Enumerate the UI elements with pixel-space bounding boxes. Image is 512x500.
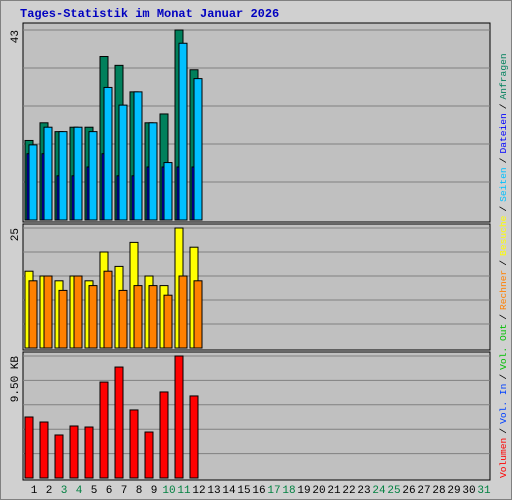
- bar: [88, 285, 98, 349]
- x-tick-label: 21: [327, 485, 341, 497]
- x-tick-label: 4: [76, 485, 83, 497]
- legend-entry: Vol. In: [498, 384, 509, 424]
- x-tick-label: 15: [237, 485, 250, 497]
- x-tick-label: 6: [106, 485, 113, 497]
- y-tick-label: 43: [10, 30, 22, 43]
- x-tick-label: 14: [222, 485, 236, 497]
- x-tick-label: 5: [91, 485, 98, 497]
- x-tick-label: 29: [447, 485, 460, 497]
- y-tick-label: 25: [10, 228, 22, 241]
- bar: [189, 395, 199, 479]
- bar: [144, 431, 154, 479]
- bar: [129, 409, 139, 479]
- bar: [43, 275, 53, 349]
- x-tick-label: 2: [46, 485, 53, 497]
- bar: [28, 280, 38, 349]
- bar: [148, 285, 158, 349]
- x-tick-label: 27: [417, 485, 430, 497]
- x-tick-label: 19: [297, 485, 310, 497]
- bar: [99, 381, 109, 479]
- bar: [163, 162, 173, 221]
- bar: [28, 144, 38, 221]
- x-tick-label: 9: [151, 485, 158, 497]
- x-tick-label: 13: [207, 485, 220, 497]
- y-tick-label: 9.50 KB: [10, 356, 22, 403]
- x-tick-label: 3: [61, 485, 68, 497]
- x-tick-label: 12: [192, 485, 205, 497]
- x-tick-label: 1: [31, 485, 38, 497]
- legend-separator: /: [498, 314, 509, 320]
- legend-entry: Anfragen: [498, 53, 509, 99]
- x-tick-label: 7: [121, 485, 128, 497]
- legend-entry: Vol. Out: [498, 324, 509, 370]
- bar: [103, 270, 113, 349]
- bar: [118, 104, 128, 221]
- legend-separator: /: [498, 157, 509, 163]
- x-tick-label: 22: [342, 485, 355, 497]
- bar: [73, 126, 83, 221]
- legend-separator: /: [498, 103, 509, 109]
- x-tick-label: 26: [402, 485, 415, 497]
- bar: [58, 131, 68, 221]
- bar: [54, 434, 64, 479]
- legend: Volumen / Vol. In / Vol. Out / Rechner / Besuche…: [498, 53, 509, 478]
- legend-entry: Volumen: [498, 438, 509, 478]
- legend-entry: Seiten: [498, 167, 509, 202]
- bar: [159, 391, 169, 479]
- x-tick-label: 18: [282, 485, 295, 497]
- chart-title: Tages-Statistik im Monat Januar 2026: [20, 7, 279, 21]
- bar: [118, 289, 128, 349]
- legend-separator: /: [498, 428, 509, 434]
- x-tick-label: 28: [432, 485, 445, 497]
- bar: [39, 421, 49, 479]
- legend-separator: /: [498, 260, 509, 266]
- x-tick-label: 25: [387, 485, 400, 497]
- bar: [193, 78, 203, 221]
- bar: [88, 131, 98, 221]
- legend-entry: Besuche: [498, 215, 509, 256]
- bar: [114, 366, 124, 479]
- x-tick-label: 30: [462, 485, 475, 497]
- x-tick-label: 23: [357, 485, 370, 497]
- bar: [174, 355, 184, 479]
- bar: [69, 425, 79, 479]
- bar: [58, 289, 68, 349]
- bar: [133, 285, 143, 349]
- x-tick-label: 17: [267, 485, 280, 497]
- bar: [43, 126, 53, 221]
- legend-entry: Rechner: [498, 270, 509, 310]
- bar: [148, 122, 158, 221]
- x-tick-label: 20: [312, 485, 325, 497]
- x-tick-label: 10: [162, 485, 175, 497]
- x-tick-label: 16: [252, 485, 265, 497]
- x-tick-label: 8: [136, 485, 143, 497]
- legend-separator: /: [498, 206, 509, 212]
- bar: [133, 91, 143, 221]
- bar: [193, 280, 203, 349]
- bar: [178, 42, 188, 221]
- x-tick-label: 31: [477, 485, 491, 497]
- x-tick-label: 24: [372, 485, 386, 497]
- x-tick-label: 11: [177, 485, 191, 497]
- bar: [84, 426, 94, 479]
- bar: [73, 275, 83, 349]
- legend-entry: Dateien: [498, 113, 509, 153]
- bar: [103, 86, 113, 221]
- bar: [24, 416, 34, 479]
- legend-separator: /: [498, 374, 509, 380]
- bar: [178, 275, 188, 349]
- bar: [163, 294, 173, 349]
